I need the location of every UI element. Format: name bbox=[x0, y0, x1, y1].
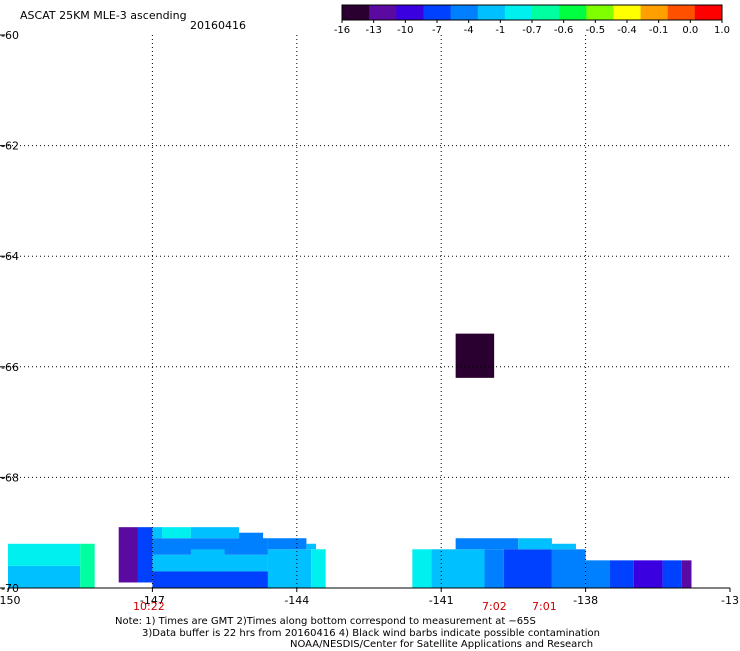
data-cell bbox=[455, 538, 519, 550]
colorbar-segment bbox=[396, 5, 424, 20]
colorbar-label: -0.6 bbox=[554, 25, 574, 36]
y-tick-label: -62 bbox=[1, 140, 19, 153]
colorbar-label: -0.5 bbox=[586, 25, 606, 36]
time-label-3: 7:01 bbox=[532, 600, 557, 613]
data-cell bbox=[662, 560, 682, 588]
colorbar-label: -10 bbox=[397, 25, 413, 36]
y-tick-label: -60 bbox=[1, 29, 19, 42]
data-cell bbox=[152, 571, 268, 588]
data-cell bbox=[431, 549, 485, 588]
colorbar-label: -13 bbox=[365, 25, 381, 36]
data-cell bbox=[152, 527, 163, 539]
product-title: ASCAT 25KM MLE-3 ascending bbox=[20, 9, 187, 22]
colorbar-segment bbox=[694, 5, 723, 20]
colorbar-segment bbox=[559, 5, 587, 20]
colorbar-segment bbox=[504, 5, 533, 20]
colorbar-segment bbox=[667, 5, 696, 20]
data-cell bbox=[518, 538, 552, 550]
colorbar-segment bbox=[586, 5, 614, 20]
data-cell bbox=[190, 527, 240, 539]
data-cell bbox=[239, 532, 264, 550]
colorbar-label: -0.1 bbox=[649, 25, 669, 36]
time-label-2: 7:02 bbox=[482, 600, 507, 613]
x-tick-label: -141 bbox=[429, 594, 454, 607]
date-label: 20160416 bbox=[190, 19, 246, 32]
note-line-2: 3)Data buffer is 22 hrs from 20160416 4)… bbox=[142, 628, 600, 639]
y-tick-label: -70 bbox=[1, 582, 19, 595]
data-cell bbox=[412, 549, 432, 588]
x-tick-label: -13 bbox=[721, 594, 739, 607]
data-cell bbox=[503, 549, 552, 588]
data-cell bbox=[681, 560, 692, 588]
colorbar-label: -7 bbox=[432, 25, 442, 36]
colorbar-segment bbox=[613, 5, 642, 20]
x-tick-label: -144 bbox=[284, 594, 309, 607]
data-cell bbox=[267, 549, 312, 588]
colorbar-segment bbox=[640, 5, 669, 20]
data-cell bbox=[162, 527, 191, 539]
colorbar-label: -0.7 bbox=[522, 25, 542, 36]
data-cell bbox=[8, 565, 81, 588]
x-tick-label: -138 bbox=[573, 594, 598, 607]
data-cell bbox=[152, 538, 268, 555]
data-cell bbox=[267, 538, 307, 550]
y-tick-label: -64 bbox=[1, 250, 19, 263]
data-cell bbox=[118, 527, 138, 583]
data-cell bbox=[311, 549, 326, 588]
y-tick-label: -66 bbox=[1, 361, 19, 374]
data-cell bbox=[551, 543, 576, 550]
colorbar-label: -1 bbox=[495, 25, 505, 36]
colorbar-segment bbox=[450, 5, 479, 20]
data-cell bbox=[551, 549, 586, 588]
data-cell bbox=[8, 543, 81, 566]
colorbar-segment bbox=[532, 5, 560, 20]
time-label-1: 10:22 bbox=[133, 600, 165, 613]
colorbar-segment bbox=[342, 5, 370, 20]
y-tick-label: -68 bbox=[1, 471, 19, 484]
data-cell bbox=[80, 543, 95, 588]
colorbar-label: 1.0 bbox=[714, 25, 730, 36]
colorbar-label: -16 bbox=[334, 25, 350, 36]
data-cell bbox=[190, 549, 225, 572]
colorbar-segment bbox=[369, 5, 397, 20]
colorbar-label: -4 bbox=[464, 25, 474, 36]
note-line-3: NOAA/NESDIS/Center for Satellite Applica… bbox=[290, 639, 594, 650]
note-line-1: Note: 1) Times are GMT 2)Times along bot… bbox=[115, 616, 536, 627]
data-cell bbox=[137, 527, 153, 583]
data-cell bbox=[633, 560, 663, 588]
data-cell bbox=[455, 333, 495, 378]
colorbar-label: 0.0 bbox=[682, 25, 698, 36]
x-tick-label: -150 bbox=[0, 594, 20, 607]
colorbar-label: -0.4 bbox=[617, 25, 637, 36]
x-tick-label: -147 bbox=[140, 594, 165, 607]
data-cell bbox=[306, 543, 317, 550]
data-cell bbox=[609, 560, 634, 588]
data-cell bbox=[484, 549, 504, 588]
data-cell bbox=[585, 560, 610, 588]
colorbar-segment bbox=[423, 5, 452, 20]
colorbar-segment bbox=[477, 5, 506, 20]
